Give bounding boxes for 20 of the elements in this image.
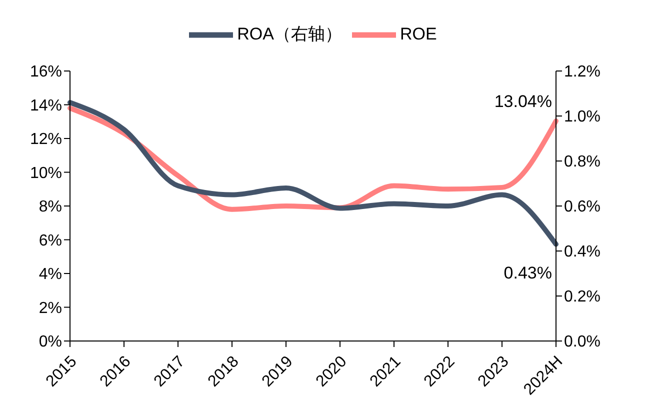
- y-tick-label: 16%: [30, 64, 62, 81]
- y2-tick-label: 1.0%: [564, 108, 600, 126]
- y-tick-label: 14%: [30, 97, 62, 114]
- y-tick-label: 10%: [30, 164, 62, 182]
- y2-tick-label: 0.4%: [564, 244, 600, 261]
- y2-tick-label: 1.2%: [564, 64, 600, 81]
- y-tick-label: 2%: [38, 300, 62, 317]
- y2-tick-label: 0.6%: [564, 198, 600, 216]
- y-tick-label: 12%: [30, 131, 62, 148]
- y-tick-label: 4%: [38, 266, 62, 284]
- y-tick-label: 0%: [38, 334, 62, 351]
- y2-tick-label: 0.0%: [564, 334, 600, 351]
- legend-label: ROA（右轴）: [237, 24, 342, 44]
- data-label: 13.04%: [494, 92, 552, 111]
- legend-label: ROE: [400, 24, 437, 44]
- y2-tick-label: 0.2%: [564, 288, 600, 306]
- y-tick-label: 6%: [38, 232, 62, 250]
- data-label: 0.43%: [504, 263, 552, 282]
- y2-tick-label: 0.8%: [564, 154, 600, 171]
- y-tick-label: 8%: [38, 198, 62, 216]
